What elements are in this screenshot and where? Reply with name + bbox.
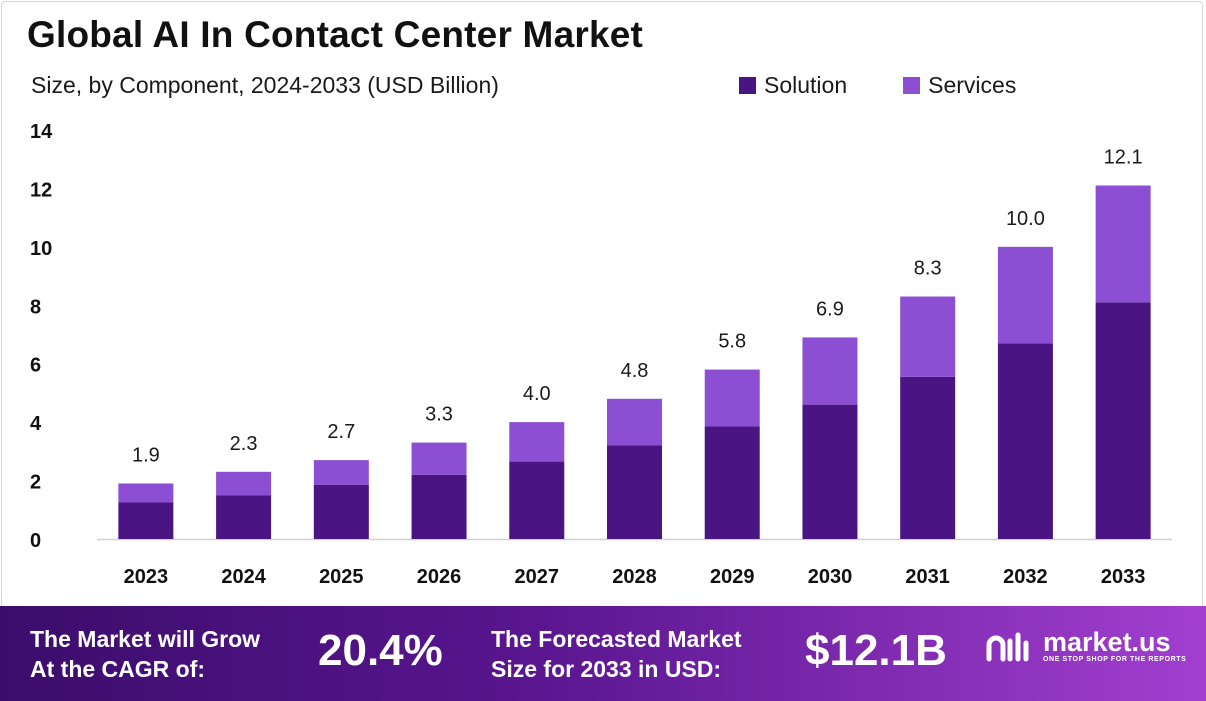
bar-solution-2024 xyxy=(216,495,272,539)
bar-services-2026 xyxy=(411,442,467,475)
x-tick-label-2025: 2025 xyxy=(319,566,364,588)
bar-solution-2027 xyxy=(509,461,565,539)
summary-banner: The Market will Grow At the CAGR of: 20.… xyxy=(0,606,1206,701)
bar-solution-2030 xyxy=(802,404,858,539)
bar-services-2023 xyxy=(118,483,174,503)
bar-solution-2023 xyxy=(118,502,174,539)
legend-item-services: Services xyxy=(903,72,1016,99)
y-tick-label: 4 xyxy=(30,413,42,435)
forecast-label-line2: Size for 2033 in USD: xyxy=(491,656,722,682)
cagr-label-line2: At the CAGR of: xyxy=(30,656,206,682)
x-tick-label-2026: 2026 xyxy=(417,566,462,588)
legend-label-services: Services xyxy=(928,72,1017,98)
legend-swatch-solution xyxy=(739,77,756,94)
logo-name: market.us xyxy=(1043,627,1171,657)
chart-title: Global AI In Contact Center Market xyxy=(27,14,644,55)
data-label-2028: 4.8 xyxy=(621,360,649,382)
legend-swatch-services xyxy=(903,77,921,94)
x-tick-label-2031: 2031 xyxy=(905,566,950,588)
x-tick-label-2033: 2033 xyxy=(1101,566,1146,588)
data-label-2027: 4.0 xyxy=(523,383,551,405)
data-label-2025: 2.7 xyxy=(327,421,355,443)
data-label-2033: 12.1 xyxy=(1104,147,1143,169)
bar-services-2033 xyxy=(1095,185,1151,303)
market-us-logo-icon xyxy=(986,632,1029,661)
legend: Solution Services xyxy=(739,72,1016,99)
legend-label-solution: Solution xyxy=(764,72,848,98)
bar-services-2028 xyxy=(607,398,662,446)
bar-chart: 0 2 4 6 8 10 12 14 1.9 2023 2.3 2024 2.7 2025 3.3 2026 4… xyxy=(30,121,1172,588)
data-label-2029: 5.8 xyxy=(718,331,746,353)
market-us-logo: market.us ONE STOP SHOP FOR THE REPORTS xyxy=(985,628,1186,663)
bar-services-2027 xyxy=(509,422,565,462)
cagr-label-line1: The Market will Grow xyxy=(30,626,261,652)
y-tick-label: 2 xyxy=(30,472,41,494)
bar-solution-2028 xyxy=(607,445,662,539)
bar-solution-2026 xyxy=(411,474,467,539)
x-tick-label-2028: 2028 xyxy=(612,566,657,588)
bar-services-2031 xyxy=(900,296,956,377)
data-label-2026: 3.3 xyxy=(425,404,453,426)
y-tick-label: 12 xyxy=(30,179,52,201)
data-label-2030: 6.9 xyxy=(816,298,844,320)
y-tick-label: 6 xyxy=(30,355,41,377)
bar-solution-2032 xyxy=(997,343,1053,539)
x-tick-label-2023: 2023 xyxy=(124,566,169,588)
bar-services-2025 xyxy=(313,460,369,485)
x-tick-label-2030: 2030 xyxy=(808,566,853,588)
bar-services-2029 xyxy=(704,369,760,427)
bar-solution-2029 xyxy=(704,426,760,539)
forecast-label: The Forecasted Market Size for 2033 in U… xyxy=(491,624,742,684)
bar-services-2024 xyxy=(216,471,272,496)
bar-services-2030 xyxy=(802,337,858,405)
x-tick-label-2029: 2029 xyxy=(710,566,755,588)
bar-solution-2025 xyxy=(313,484,369,539)
forecast-label-line1: The Forecasted Market xyxy=(491,626,742,652)
cagr-label: The Market will Grow At the CAGR of: xyxy=(30,624,260,684)
bar-solution-2033 xyxy=(1095,302,1151,539)
logo-tagline: ONE STOP SHOP FOR THE REPORTS xyxy=(1043,656,1187,663)
legend-item-solution: Solution xyxy=(739,72,847,99)
y-tick-label: 8 xyxy=(30,296,41,318)
cagr-value: 20.4% xyxy=(318,626,443,675)
y-tick-label: 14 xyxy=(30,121,53,143)
data-label-2024: 2.3 xyxy=(230,433,258,455)
data-label-2032: 10.0 xyxy=(1006,208,1045,230)
x-tick-label-2032: 2032 xyxy=(1003,566,1048,588)
x-tick-label-2024: 2024 xyxy=(221,566,266,588)
data-label-2023: 1.9 xyxy=(132,444,160,466)
chart-subtitle: Size, by Component, 2024-2033 (USD Billi… xyxy=(31,72,499,98)
x-tick-label-2027: 2027 xyxy=(515,566,560,588)
data-label-2031: 8.3 xyxy=(914,258,942,280)
bar-services-2032 xyxy=(997,246,1053,344)
forecast-value: $12.1B xyxy=(805,626,947,675)
y-tick-label: 10 xyxy=(30,238,52,260)
bar-solution-2031 xyxy=(900,376,956,539)
y-tick-label: 0 xyxy=(30,530,41,552)
